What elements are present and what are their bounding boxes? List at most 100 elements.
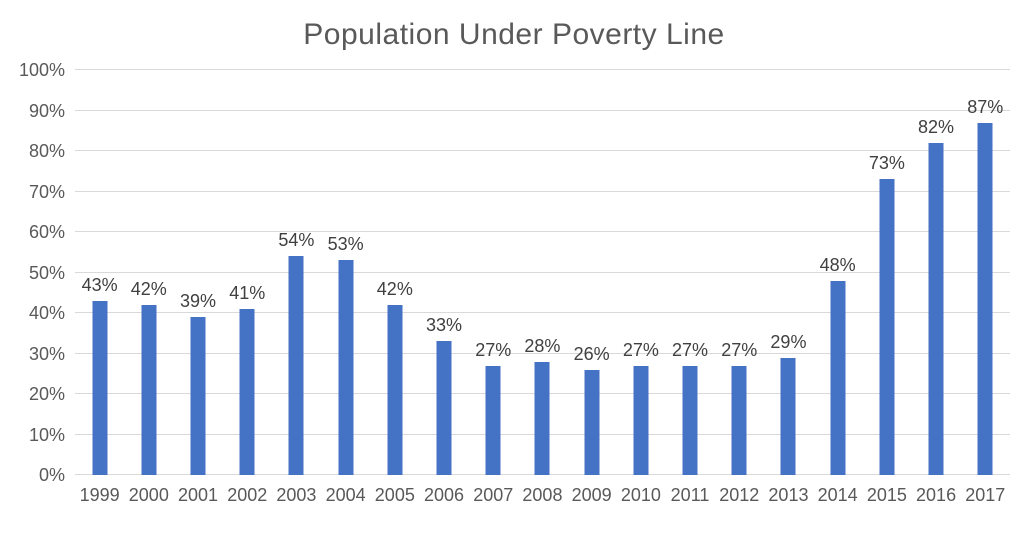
- bar-data-label: 27%: [475, 339, 512, 360]
- x-tick-label: 2002: [227, 485, 268, 505]
- y-tick-label: 10%: [28, 424, 65, 445]
- bar: [92, 300, 108, 475]
- bar-slot: 73%: [862, 70, 911, 475]
- bar: [141, 304, 157, 475]
- bar-slot: 27%: [665, 70, 714, 475]
- bar-slot: 42%: [124, 70, 173, 475]
- bar-slot: 53%: [321, 70, 370, 475]
- bar: [977, 122, 993, 475]
- bar-data-label: 33%: [426, 315, 463, 336]
- x-tick-label: 2003: [276, 485, 317, 505]
- bar: [731, 365, 747, 475]
- x-tick-label: 2011: [670, 485, 710, 505]
- x-axis: 1999 2000 2001 2002 2003 2004 2005 2006 2007 2008…: [75, 475, 1010, 504]
- x-tick-label: 2001: [177, 485, 219, 505]
- x-tick-label: 2009: [571, 485, 612, 505]
- bar-slot: 82%: [911, 70, 960, 475]
- bar-slot: 42%: [370, 70, 419, 475]
- x-tick-label: 2016: [916, 485, 957, 505]
- x-tick-label: 2008: [522, 485, 563, 505]
- gridline: [75, 312, 1010, 313]
- chart-title: Population Under Poverty Line: [303, 18, 725, 51]
- bar-slot: 27%: [469, 70, 518, 475]
- y-tick-label: 30%: [28, 343, 65, 364]
- gridline: [75, 352, 1010, 354]
- bar-data-label: 73%: [868, 153, 905, 174]
- bar-slot: 28%: [518, 70, 567, 475]
- bar-data-label: 43%: [81, 274, 118, 295]
- gridline: [75, 231, 1010, 232]
- y-tick-label: 50%: [28, 262, 65, 283]
- bar-slot: 39%: [173, 70, 222, 475]
- bar: [879, 179, 895, 475]
- bar-data-label: 27%: [622, 339, 659, 360]
- gridline: [75, 271, 1010, 273]
- bar-slot: 87%: [961, 70, 1010, 475]
- x-tick-label: 2004: [325, 485, 366, 505]
- y-tick-label: 20%: [28, 384, 65, 404]
- bar-data-label: 53%: [327, 234, 364, 255]
- x-tick-label: 2007: [473, 485, 514, 505]
- gridline: [75, 109, 1010, 111]
- x-tick-label: 2015: [866, 485, 907, 505]
- bar: [633, 365, 649, 475]
- gridline: [75, 190, 1010, 192]
- bar-data-label: 39%: [179, 291, 217, 312]
- y-tick-label: 80%: [28, 141, 65, 161]
- bar-data-label: 82%: [918, 116, 955, 137]
- bar: [338, 260, 354, 475]
- bar: [682, 365, 698, 475]
- y-tick-label: 60%: [28, 222, 65, 242]
- bar-slot: 27%: [715, 70, 764, 475]
- bar-data-label: 48%: [819, 254, 856, 275]
- bar-data-label: 87%: [967, 96, 1004, 117]
- bar: [288, 256, 304, 475]
- bar: [387, 304, 403, 475]
- bar: [928, 142, 944, 475]
- plot: 43% 42% 39% 41% 54% 53% 42% 33% 27% 28% 26% 27% 27% 2…: [75, 69, 1010, 475]
- bar-slot: 27%: [616, 70, 665, 475]
- x-tick-label: 1999: [79, 485, 120, 505]
- x-tick-label: 2006: [424, 485, 465, 505]
- y-tick-label: 100%: [18, 60, 65, 80]
- y-tick-label: 90%: [28, 100, 65, 121]
- bar-data-label: 42%: [376, 278, 413, 299]
- gridline: [75, 150, 1010, 151]
- bar-slot: 41%: [223, 70, 272, 475]
- bar-slot: 54%: [272, 70, 321, 475]
- y-axis: 0% 10% 20% 30% 40% 50% 60% 70% 80% 90% 100%: [0, 61, 75, 484]
- x-tick-label: 2017: [965, 485, 1006, 505]
- y-tick-label: 70%: [28, 181, 65, 202]
- bar-data-label: 54%: [278, 230, 315, 251]
- bar-data-label: 28%: [524, 335, 561, 356]
- bar-data-label: 27%: [721, 339, 758, 360]
- bar-data-label: 42%: [130, 278, 167, 299]
- x-tick-label: 2005: [374, 485, 415, 505]
- x-tick-label: 2014: [817, 485, 858, 505]
- bar-data-label: 27%: [672, 339, 709, 360]
- y-tick-label: 0%: [38, 465, 65, 485]
- bar-slot: 48%: [813, 70, 862, 475]
- bar-data-label: 41%: [229, 282, 266, 303]
- bar-data-label: 29%: [770, 331, 807, 352]
- bar-slot: 26%: [567, 70, 616, 475]
- bar: [780, 357, 796, 475]
- bar: [584, 369, 600, 475]
- gridline: [75, 69, 1010, 70]
- bar-slot: 43%: [75, 70, 124, 475]
- x-tick-label: 2013: [768, 485, 809, 505]
- bar-slot: 33%: [419, 70, 468, 475]
- bar-data-label: 26%: [573, 343, 610, 364]
- plot-area: 0% 10% 20% 30% 40% 50% 60% 70% 80% 90% 100% 43% 42%…: [0, 61, 1010, 484]
- x-tick-label: 2000: [128, 485, 169, 505]
- y-tick-label: 40%: [28, 303, 65, 323]
- bar: [534, 361, 550, 475]
- x-tick-label: 2012: [719, 485, 760, 505]
- bar-slot: 29%: [764, 70, 813, 475]
- bar: [190, 317, 206, 475]
- bar: [830, 280, 846, 475]
- x-tick-label: 2010: [620, 485, 661, 505]
- bar: [239, 308, 255, 475]
- bars-row: 43% 42% 39% 41% 54% 53% 42% 33% 27% 28% 26% 27% 27% 2…: [75, 70, 1010, 475]
